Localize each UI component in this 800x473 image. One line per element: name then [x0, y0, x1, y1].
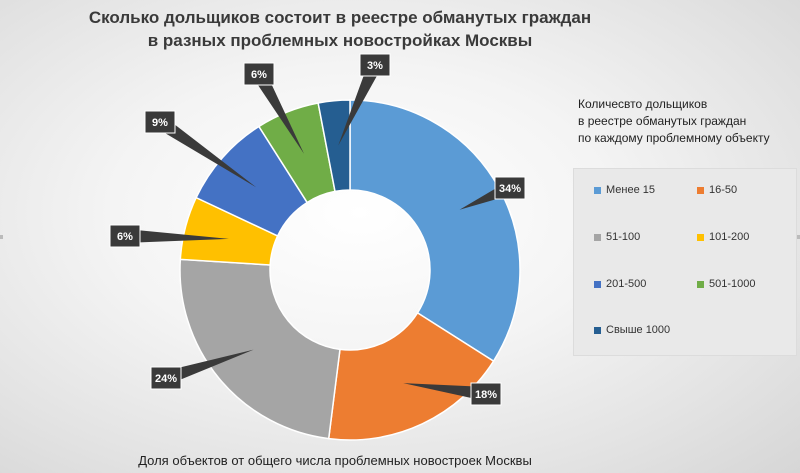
- legend-label: Менее 15: [606, 184, 656, 196]
- data-label-6: 6%: [251, 69, 267, 81]
- data-label-5: 9%: [152, 117, 168, 129]
- legend-swatch: [594, 326, 601, 334]
- legend-swatch: [594, 233, 601, 241]
- legend-swatch: [697, 233, 704, 241]
- legend-label: 201-500: [606, 278, 647, 290]
- callout-pointer-3: [163, 349, 254, 385]
- legend-title-line-3: по каждому проблемному объекту: [578, 131, 770, 145]
- legend-label: Свыше 1000: [606, 324, 671, 336]
- legend-label: 51-100: [606, 231, 641, 243]
- legend-swatch: [594, 186, 601, 194]
- callout-pointer-5: [156, 116, 257, 188]
- left-edge-mark: [0, 235, 3, 239]
- callout-box-1: [494, 176, 526, 200]
- callout-box-4: [109, 224, 141, 248]
- data-label-1: 34%: [499, 183, 521, 195]
- callout-box-3: [150, 366, 182, 390]
- data-label-3: 24%: [155, 373, 177, 385]
- donut-slice-7: [317, 99, 351, 193]
- callout-pointer-4: [124, 229, 229, 243]
- legend: Менее 15 16-50 51-100 101-200 201-500 50…: [573, 168, 797, 356]
- chart-footer: Доля объектов от общего числа проблемных…: [0, 453, 800, 468]
- legend-label: 101-200: [709, 231, 750, 243]
- callout-box-2: [470, 382, 502, 406]
- legend-item-101-200: 101-200: [697, 231, 749, 243]
- chart-title: Сколько дольщиков состоит в реестре обма…: [40, 6, 640, 52]
- donut-slice-2: [327, 311, 495, 441]
- callout-pointer-7: [338, 62, 382, 146]
- data-label-4: 6%: [117, 231, 133, 243]
- legend-item-svyshe-1000: Свыше 1000: [594, 324, 670, 336]
- legend-item-501-1000: 501-1000: [697, 278, 756, 290]
- legend-item-menee-15: Менее 15: [594, 184, 655, 196]
- right-edge-mark: [797, 235, 800, 239]
- callout-pointer-6: [252, 70, 304, 154]
- footer-text: Доля объектов от общего числа проблемных…: [138, 453, 532, 468]
- legend-item-16-50: 16-50: [697, 184, 737, 196]
- callout-box-7: [359, 53, 391, 77]
- chart-title-line-1: Сколько дольщиков состоит в реестре обма…: [88, 8, 592, 27]
- donut-slice-1: [349, 99, 521, 363]
- legend-swatch: [697, 280, 704, 288]
- legend-title-line-1: Количесвто дольщиков: [578, 97, 708, 111]
- donut-slices: [179, 99, 521, 441]
- legend-label: 16-50: [709, 184, 738, 196]
- data-label-callouts: 34% 18% 24% 6% 9% 6% 3%: [109, 53, 526, 406]
- data-label-2: 18%: [475, 389, 497, 401]
- data-label-7: 3%: [367, 60, 383, 72]
- callout-box-6: [243, 62, 275, 86]
- callout-box-5: [144, 110, 176, 134]
- legend-item-51-100: 51-100: [594, 231, 640, 243]
- chart-title-line-2: в разных проблемных новостройках Москвы: [147, 31, 533, 50]
- legend-label: 501-1000: [709, 278, 756, 290]
- legend-swatch: [697, 186, 704, 194]
- callout-pointer-2: [403, 383, 487, 401]
- donut-slice-3: [179, 258, 341, 440]
- legend-item-201-500: 201-500: [594, 278, 646, 290]
- legend-swatch: [594, 280, 601, 288]
- legend-title: Количесвто дольщиков в реестре обманутых…: [578, 96, 793, 147]
- legend-title-line-2: в реестре обманутых граждан: [578, 114, 747, 128]
